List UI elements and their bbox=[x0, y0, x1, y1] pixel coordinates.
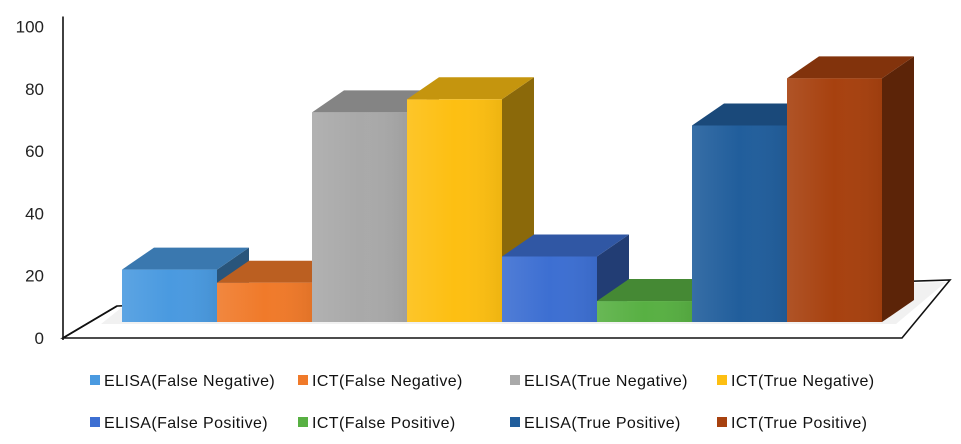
legend-item: ICT(True Negative) bbox=[717, 373, 875, 390]
legend-item: ELISA(False Negative) bbox=[90, 373, 275, 390]
y-tick-label: 40 bbox=[25, 204, 44, 223]
legend-label: ICT(True Negative) bbox=[731, 373, 875, 390]
legend-label: ELISA(True Negative) bbox=[524, 373, 688, 390]
bar-ict-true-positive bbox=[787, 56, 914, 323]
axis-depth-line bbox=[62, 305, 118, 339]
legend-swatch bbox=[90, 417, 100, 427]
bar-elisa-false-positive bbox=[502, 234, 629, 322]
bar-sheen bbox=[502, 256, 597, 322]
legend-label: ICT(False Negative) bbox=[312, 373, 463, 390]
legend-swatch bbox=[298, 375, 308, 385]
bar-sheen bbox=[597, 301, 692, 322]
legend-item: ICT(False Positive) bbox=[298, 415, 456, 432]
bars bbox=[122, 56, 914, 323]
y-tick-label: 0 bbox=[35, 329, 44, 348]
bar-top bbox=[787, 56, 914, 79]
y-tick-label: 80 bbox=[25, 80, 44, 99]
bar-ict-true-negative bbox=[407, 77, 534, 322]
legend-swatch bbox=[298, 417, 308, 427]
legend-item: ELISA(True Positive) bbox=[510, 415, 681, 432]
legend-item: ELISA(False Positive) bbox=[90, 415, 268, 432]
legend-swatch bbox=[510, 417, 520, 427]
bar-sheen bbox=[692, 125, 787, 322]
legend-swatch bbox=[717, 375, 727, 385]
bar-elisa-false-negative bbox=[122, 247, 249, 322]
bar-side bbox=[882, 56, 914, 323]
legend-item: ELISA(True Negative) bbox=[510, 373, 688, 390]
bar-sheen bbox=[312, 112, 407, 323]
y-tick-label: 60 bbox=[25, 142, 44, 161]
bar-top bbox=[407, 77, 534, 100]
bar-sheen bbox=[217, 282, 312, 322]
legend-label: ICT(True Positive) bbox=[731, 415, 867, 432]
y-tick-label: 100 bbox=[16, 18, 44, 37]
legend-swatch bbox=[90, 375, 100, 385]
bar-top bbox=[122, 247, 249, 270]
bar-sheen bbox=[407, 99, 502, 322]
y-tick-label: 20 bbox=[25, 267, 44, 286]
bar-top bbox=[502, 234, 629, 257]
legend-label: ICT(False Positive) bbox=[312, 415, 456, 432]
legend-label: ELISA(True Positive) bbox=[524, 415, 681, 432]
legend-item: ICT(True Positive) bbox=[717, 415, 867, 432]
legend-swatch bbox=[510, 375, 520, 385]
legend-swatch bbox=[717, 417, 727, 427]
legend-item: ICT(False Negative) bbox=[298, 373, 463, 390]
legend-label: ELISA(False Negative) bbox=[104, 373, 275, 390]
y-axis: 0 20 40 60 80 100 bbox=[16, 16, 118, 348]
legend-label: ELISA(False Positive) bbox=[104, 415, 268, 432]
legend: ELISA(False Negative) ICT(False Negative)… bbox=[90, 373, 875, 432]
bar-sheen bbox=[122, 269, 217, 322]
bar-sheen bbox=[787, 78, 882, 322]
